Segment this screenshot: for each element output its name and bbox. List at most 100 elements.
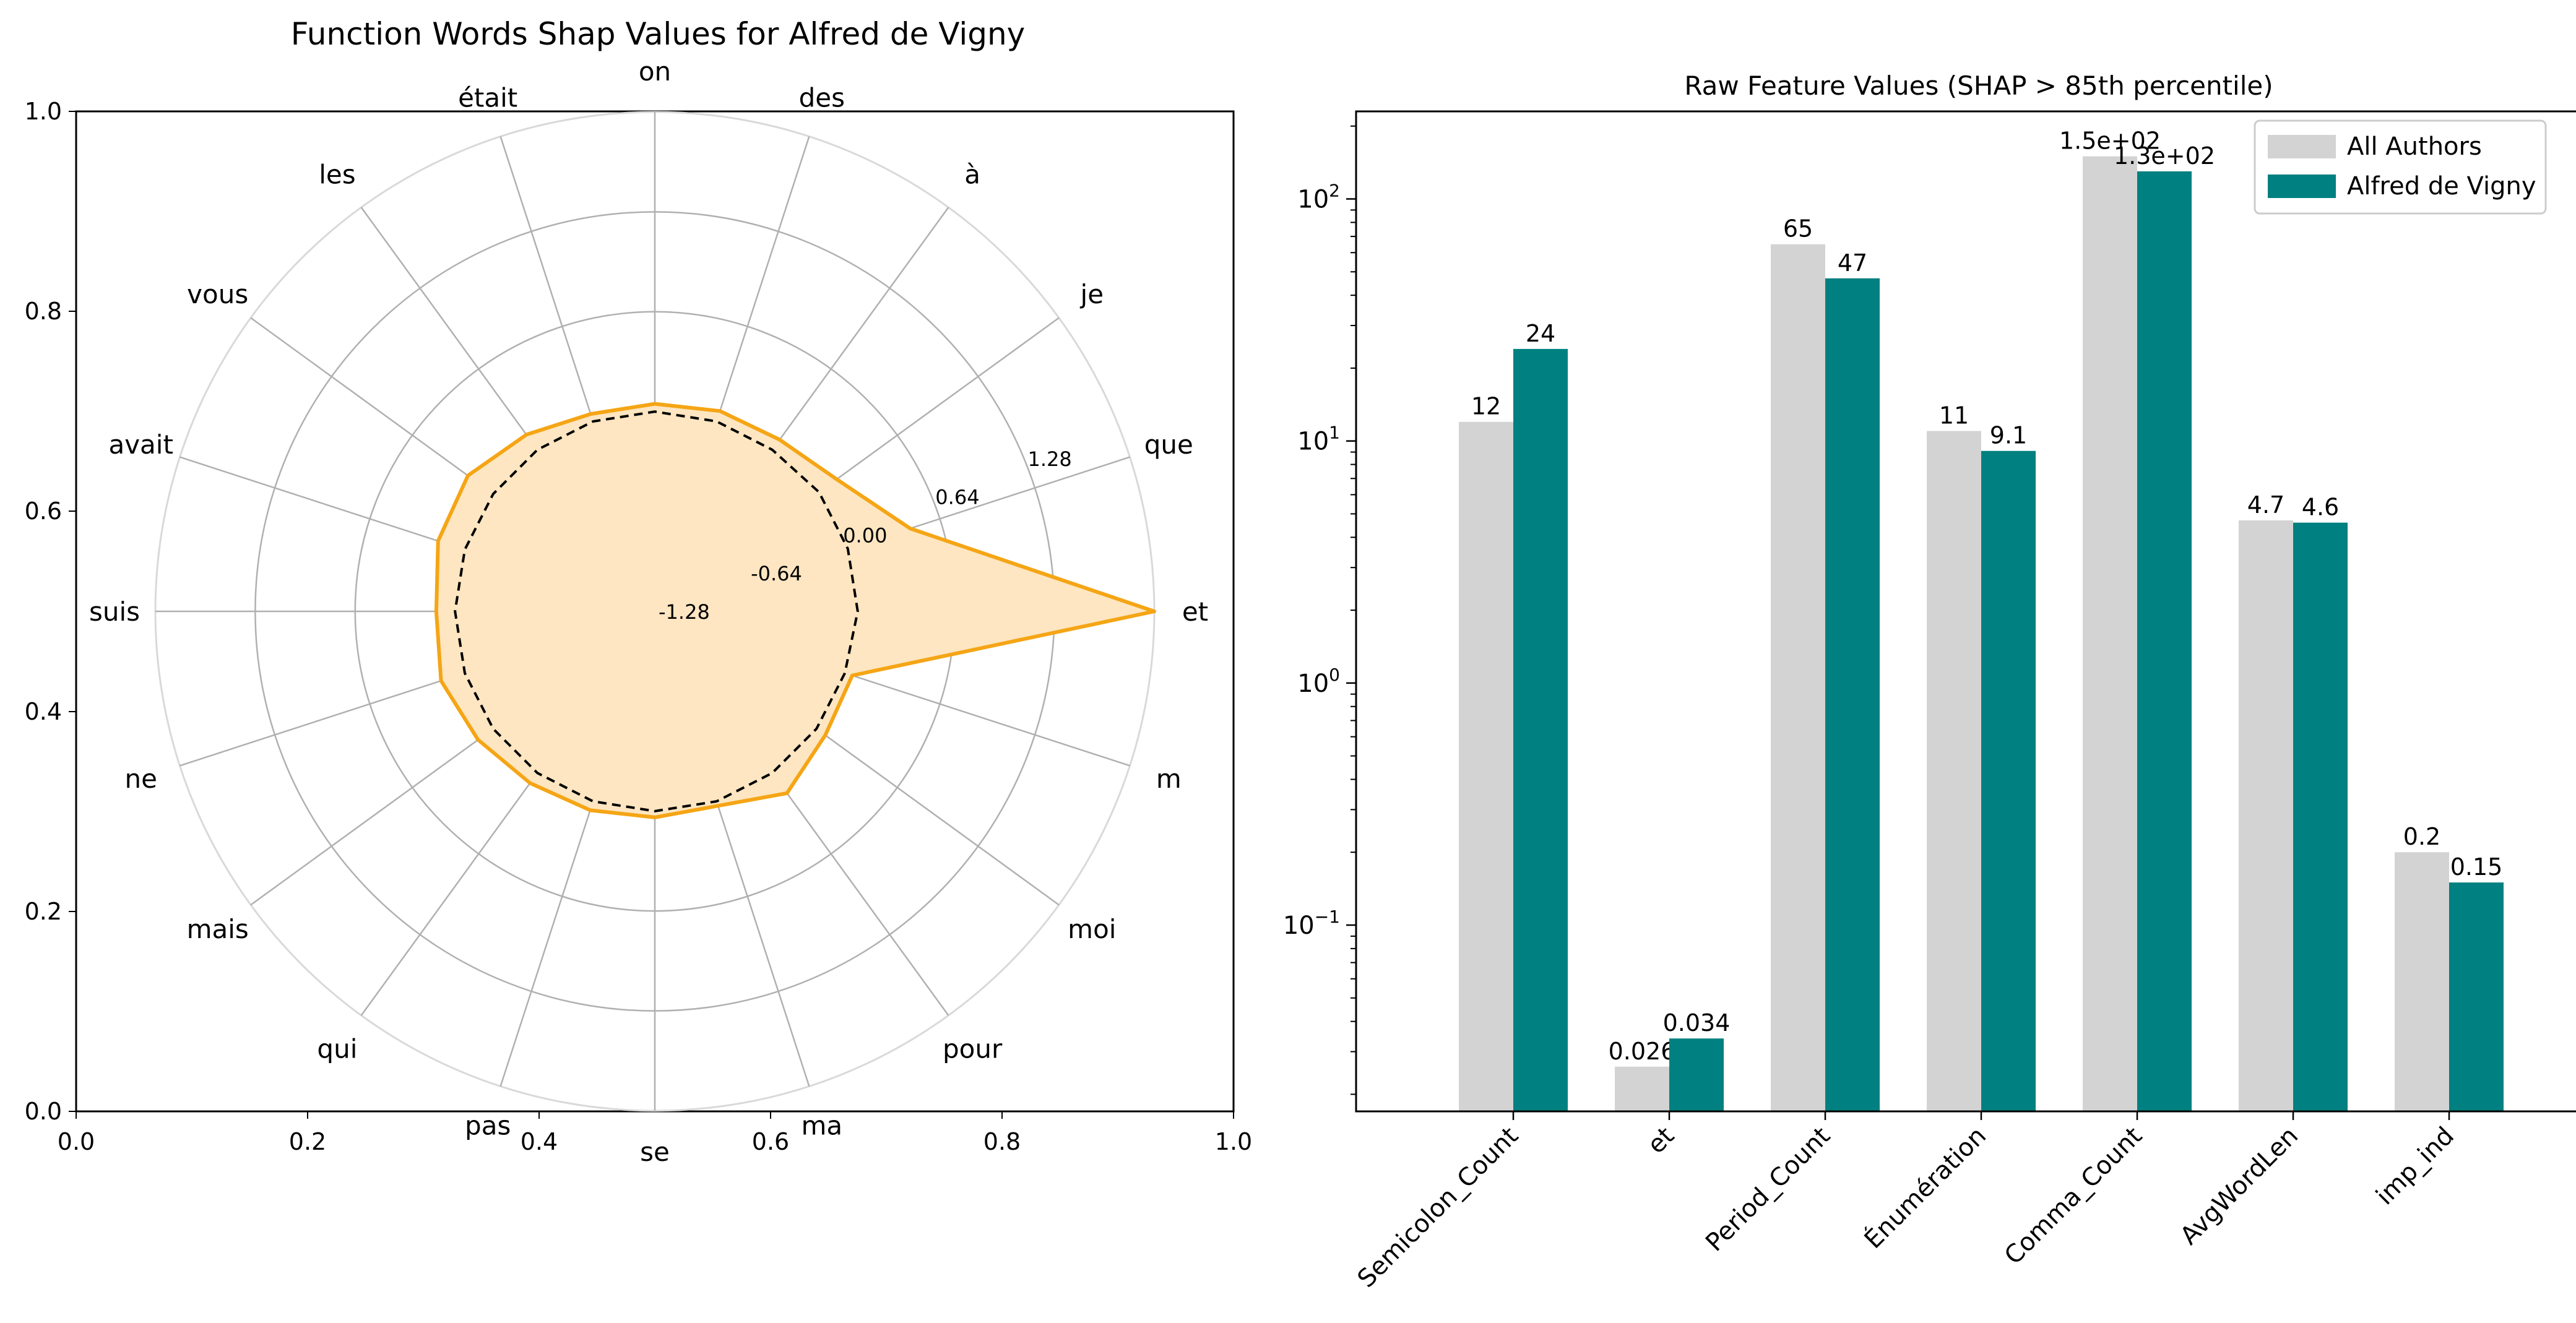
ytick-base: 10 (1283, 911, 1315, 940)
bar-all-authors (1459, 421, 1513, 1112)
bar-value-label: 11 (1939, 402, 1969, 429)
frame-ytick-label: 0.6 (25, 498, 62, 525)
frame-ytick-label: 1.0 (25, 98, 62, 125)
bar-all-authors (2395, 852, 2449, 1111)
legend-swatch-alfred-de-vigny (2268, 175, 2336, 198)
legend: All Authors Alfred de Vigny (2254, 119, 2547, 215)
radar-radial-tick-label: -0.64 (751, 562, 802, 585)
ytick-label: 10−1 (1283, 907, 1340, 940)
ytick-label: 102 (1297, 180, 1340, 213)
radar-axis-word: mais (187, 914, 249, 944)
bar-value-label: 4.6 (2302, 494, 2339, 521)
frame-ytick-label: 0.4 (25, 698, 62, 725)
legend-label-all-authors: All Authors (2347, 132, 2482, 161)
bar-alfred-de-vigny (1669, 1038, 1724, 1111)
ytick-base: 10 (1297, 185, 1329, 213)
xtick-label: Semicolon_Count (1352, 1122, 1524, 1293)
xtick-label: Comma_Count (1999, 1122, 2148, 1270)
xtick-label: Period_Count (1700, 1122, 1836, 1257)
bar-value-label: 0.2 (2403, 823, 2440, 850)
legend-swatch-all-authors (2268, 135, 2336, 158)
bar-chart: Raw Feature Values (SHAP > 85th percenti… (1283, 71, 2576, 1293)
radar-axis-word: se (640, 1137, 670, 1167)
bar-alfred-de-vigny (1513, 348, 1568, 1111)
bar-alfred-de-vigny (1825, 278, 1880, 1111)
bar-title: Raw Feature Values (SHAP > 85th percenti… (1684, 71, 2273, 101)
radar-radial-tick-label: 0.00 (843, 524, 887, 548)
xtick-label: et (1642, 1122, 1680, 1160)
bar-all-authors (1615, 1066, 1669, 1111)
radar-axis-word: ma (801, 1110, 842, 1140)
radar-axis-word: qui (317, 1033, 357, 1064)
radar-radial-tick-label: 0.64 (935, 486, 979, 509)
frame-xtick-label: 0.0 (58, 1128, 95, 1155)
ytick-base: 10 (1297, 428, 1329, 456)
xtick-label: AvgWordLen (2175, 1122, 2304, 1251)
radar-radial-ticks: -1.28 -0.64 0.00 0.64 1.28 (659, 447, 1072, 624)
frame-xtick-label: 0.8 (983, 1128, 1021, 1155)
frame-ytick-label: 0.0 (25, 1098, 62, 1125)
bar-all-authors (1927, 431, 1981, 1111)
bar-alfred-de-vigny (2137, 171, 2192, 1111)
radar-axis-word: était (458, 83, 517, 113)
radar-axis-word: pour (943, 1033, 1003, 1064)
legend-label-alfred-de-vigny: Alfred de Vigny (2347, 172, 2536, 200)
radar-axis-word: moi (1068, 914, 1116, 944)
radar-axis-words: et que je à des on était les vous avait suis ne mais… (89, 56, 1208, 1167)
radar-author-polygon (434, 402, 1156, 819)
frame-xtick-label: 1.0 (1215, 1128, 1252, 1155)
radar-axis-word: avait (108, 429, 173, 460)
xtick-label: imp_ind (2371, 1122, 2460, 1211)
bar-value-label: 0.034 (1663, 1009, 1731, 1036)
radar-frame-xticks: 0.0 0.2 0.4 0.6 0.8 1.0 (58, 1111, 1252, 1155)
bar-alfred-de-vigny (1981, 450, 2036, 1112)
xtick-label: Énumération (1858, 1121, 1992, 1254)
bar-all-authors (2083, 156, 2137, 1112)
bar-value-label: 1.3e+02 (2114, 142, 2215, 170)
bar-alfred-de-vigny (2293, 522, 2348, 1111)
ytick-exponent: −1 (1315, 907, 1340, 927)
radar-axis-word: des (799, 83, 845, 113)
bar-value-label: 12 (1471, 393, 1501, 420)
radar-axis-word: je (1080, 279, 1104, 309)
ytick-label: 100 (1297, 665, 1340, 698)
radar-baseline-polygon (454, 410, 859, 812)
radar-title: Function Words Shap Values for Alfred de… (291, 16, 1026, 52)
radar-series (434, 402, 1156, 819)
bar-all-authors (2239, 520, 2293, 1111)
radar-axis-word: et (1182, 597, 1208, 627)
ytick-base: 10 (1297, 670, 1329, 698)
radar-radial-tick-label: -1.28 (659, 600, 710, 624)
ytick-exponent: 2 (1329, 180, 1340, 200)
frame-ytick-label: 0.2 (25, 898, 62, 925)
radar-axis-word: à (964, 160, 980, 190)
radar-axis-word: on (639, 56, 671, 87)
bar-value-label: 4.7 (2247, 491, 2284, 519)
radar-axis-word: pas (465, 1110, 511, 1140)
radar-axis-word: vous (187, 279, 248, 309)
radar-axis-word: suis (89, 597, 140, 627)
bar-value-label: 1.5e+02 (2059, 127, 2161, 155)
radar-axis-word: ne (124, 764, 157, 794)
bar-value-label: 24 (1526, 320, 1555, 347)
radar-radial-tick-label: 1.28 (1028, 447, 1072, 471)
bar-value-label: 0.026 (1609, 1038, 1676, 1065)
bar-value-label: 47 (1838, 249, 1867, 277)
radar-chart: Function Words Shap Values for Alfred de… (25, 16, 1253, 1167)
bar-alfred-de-vigny (2449, 882, 2504, 1111)
ytick-exponent: 1 (1329, 423, 1340, 443)
radar-axis-word: m (1156, 764, 1182, 794)
frame-xtick-label: 0.4 (521, 1128, 558, 1155)
ytick-exponent: 0 (1329, 665, 1340, 685)
frame-xtick-label: 0.6 (752, 1128, 789, 1155)
bar-x-axis: Semicolon_Count et Period_Count Énumération… (1352, 1111, 2460, 1293)
radar-frame-yticks: 0.0 0.2 0.4 0.6 0.8 1.0 (25, 98, 76, 1125)
bar-value-label: 9.1 (1990, 422, 2027, 449)
bar-all-authors (1771, 244, 1825, 1112)
frame-ytick-label: 0.8 (25, 298, 62, 325)
radar-axis-word: que (1144, 429, 1193, 460)
bar-value-label: 0.15 (2450, 853, 2503, 881)
